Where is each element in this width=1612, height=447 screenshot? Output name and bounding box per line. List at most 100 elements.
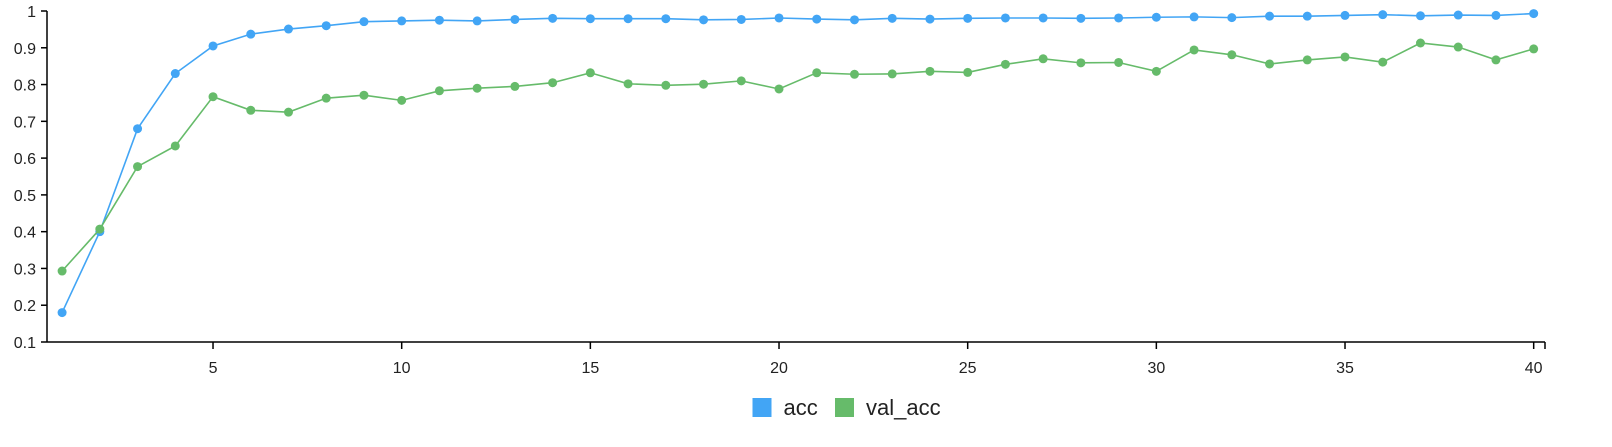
data-point-acc — [1491, 10, 1501, 20]
data-point-val_acc — [1302, 55, 1312, 65]
data-point-acc — [1000, 13, 1010, 23]
data-point-val_acc — [321, 93, 331, 103]
y-tick-label: 0.2 — [14, 298, 36, 315]
data-point-val_acc — [1000, 59, 1010, 69]
data-point-acc — [1415, 11, 1425, 21]
legend-swatch-val_acc — [835, 398, 854, 417]
data-point-acc — [1189, 12, 1199, 22]
data-point-val_acc — [397, 95, 407, 105]
x-tick-label: 5 — [209, 360, 218, 377]
legend-label-acc: acc — [784, 395, 818, 420]
data-point-acc — [170, 69, 180, 79]
data-point-val_acc — [1114, 57, 1124, 67]
legend-label-val_acc: val_acc — [866, 395, 941, 420]
x-tick-label: 20 — [770, 360, 788, 377]
data-point-acc — [1453, 10, 1463, 20]
data-point-acc — [623, 14, 633, 24]
data-point-val_acc — [359, 90, 369, 100]
data-point-val_acc — [736, 76, 746, 86]
y-tick-label: 1 — [27, 4, 36, 21]
data-point-acc — [1265, 11, 1275, 21]
data-point-acc — [359, 17, 369, 27]
data-point-val_acc — [1151, 66, 1161, 76]
data-point-acc — [736, 14, 746, 24]
data-point-val_acc — [1340, 52, 1350, 62]
data-point-val_acc — [95, 224, 105, 234]
data-point-acc — [57, 308, 67, 318]
data-point-acc — [434, 15, 444, 25]
data-point-val_acc — [925, 66, 935, 76]
data-point-val_acc — [1189, 45, 1199, 55]
x-tick-label: 15 — [581, 360, 599, 377]
data-point-acc — [510, 14, 520, 24]
data-point-val_acc — [812, 68, 822, 78]
data-point-acc — [1529, 9, 1539, 19]
series-line-val_acc — [61, 42, 1534, 272]
y-tick-label: 0.1 — [14, 335, 36, 352]
legend-item-val_acc: val_acc — [835, 395, 941, 420]
data-point-acc — [1340, 10, 1350, 20]
data-point-acc — [1302, 11, 1312, 21]
y-tick-label: 0.8 — [14, 78, 36, 95]
data-point-acc — [1076, 13, 1086, 23]
data-point-acc — [1038, 13, 1048, 23]
data-point-val_acc — [1415, 38, 1425, 48]
y-tick-label: 0.3 — [14, 261, 36, 278]
legend: acc val_acc — [752, 395, 941, 420]
legend-swatch-acc — [752, 398, 772, 417]
data-point-val_acc — [133, 162, 143, 172]
axes: 0.10.20.30.40.50.60.70.80.915 10 15 20 25 30 3… — [14, 4, 1546, 377]
series-layer — [57, 9, 1539, 318]
data-point-val_acc — [170, 141, 180, 151]
data-point-val_acc — [887, 69, 897, 79]
data-point-val_acc — [849, 69, 859, 79]
data-point-acc — [963, 13, 973, 23]
data-point-acc — [1378, 10, 1388, 20]
data-point-acc — [246, 29, 256, 39]
data-point-acc — [548, 13, 558, 23]
y-tick-label: 0.4 — [14, 225, 36, 242]
series-line-acc — [61, 12, 1534, 313]
data-point-acc — [585, 14, 595, 24]
y-tick-label: 0.5 — [14, 188, 36, 205]
data-point-val_acc — [208, 92, 218, 102]
data-point-acc — [133, 124, 143, 134]
data-point-val_acc — [661, 80, 671, 90]
data-point-acc — [812, 14, 822, 24]
data-point-acc — [1227, 13, 1237, 23]
data-point-acc — [472, 16, 482, 26]
data-point-acc — [283, 24, 293, 34]
data-point-acc — [887, 13, 897, 23]
data-point-acc — [208, 41, 218, 51]
data-point-val_acc — [1491, 55, 1501, 65]
data-point-val_acc — [1076, 58, 1086, 68]
x-tick-label: 25 — [959, 360, 977, 377]
x-tick-label: 30 — [1147, 360, 1165, 377]
data-point-val_acc — [472, 83, 482, 93]
data-point-val_acc — [1378, 57, 1388, 67]
x-tick-label: 40 — [1525, 360, 1543, 377]
data-point-acc — [699, 15, 709, 25]
data-point-acc — [661, 14, 671, 24]
data-point-val_acc — [246, 105, 256, 115]
data-point-val_acc — [1529, 44, 1539, 54]
series-acc — [57, 9, 1539, 318]
data-point-val_acc — [774, 84, 784, 94]
data-point-val_acc — [585, 68, 595, 78]
data-point-val_acc — [1453, 42, 1463, 52]
data-point-val_acc — [623, 79, 633, 89]
x-tick-label: 10 — [393, 360, 411, 377]
y-tick-label: 0.7 — [14, 114, 36, 131]
legend-item-acc: acc — [752, 395, 818, 420]
data-point-val_acc — [963, 67, 973, 77]
series-val_acc — [57, 38, 1539, 276]
data-point-val_acc — [434, 86, 444, 96]
data-point-val_acc — [283, 107, 293, 117]
data-point-acc — [849, 15, 859, 25]
data-point-acc — [925, 14, 935, 24]
y-tick-label: 0.6 — [14, 151, 36, 168]
data-point-acc — [1114, 13, 1124, 23]
data-point-val_acc — [1038, 54, 1048, 64]
